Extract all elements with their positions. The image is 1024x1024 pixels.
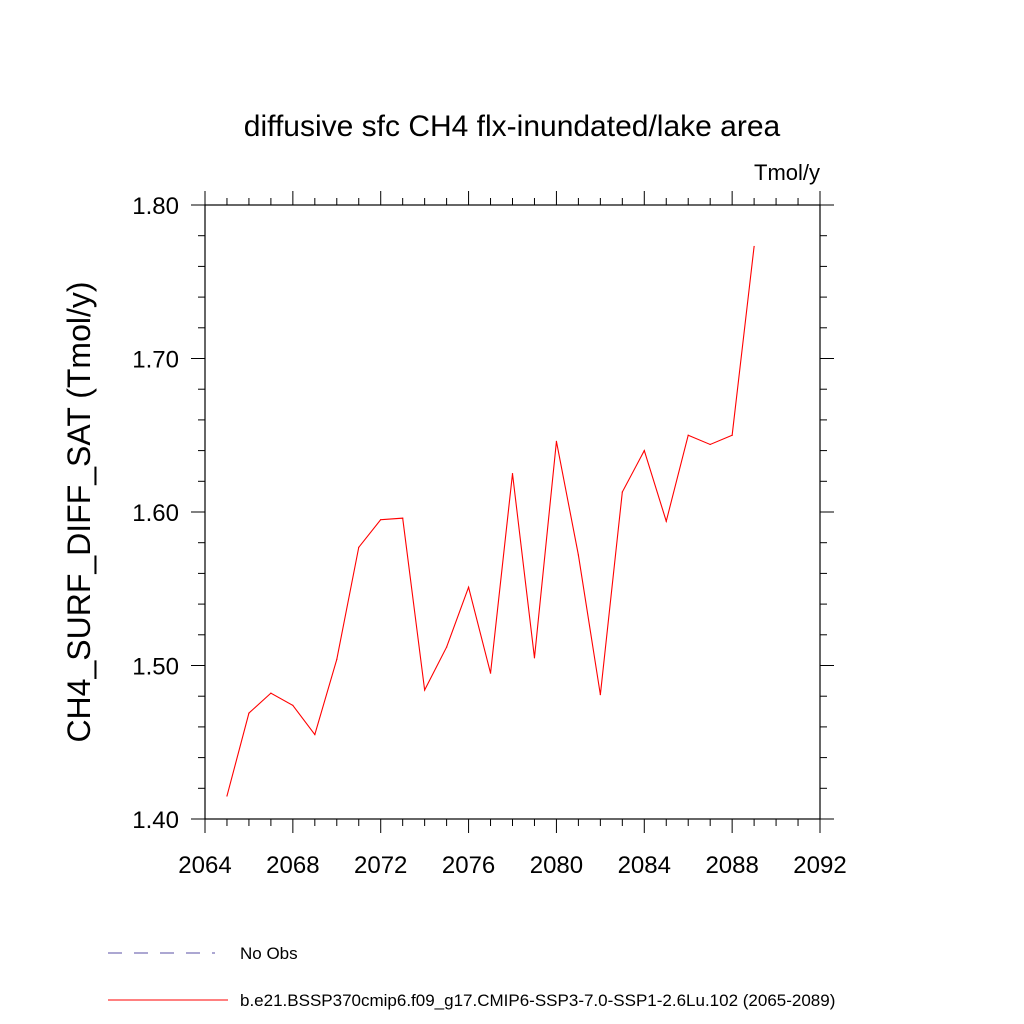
axis-ticks (191, 191, 834, 833)
series-group (226, 245, 755, 797)
series-line (226, 246, 755, 797)
x-tick-label: 2068 (266, 852, 319, 879)
y-tick-label: 1.40 (132, 807, 179, 834)
data-point (577, 554, 579, 556)
data-point (643, 450, 645, 452)
data-point (358, 546, 360, 548)
y-tick-label: 1.70 (132, 347, 179, 374)
x-tick-label: 2088 (705, 852, 758, 879)
data-point (621, 491, 623, 493)
units-label: Tmol/y (754, 160, 820, 185)
x-tick-label: 2076 (442, 852, 495, 879)
y-tick-label: 1.60 (132, 500, 179, 527)
data-point (555, 440, 558, 442)
x-tick-label: 2080 (530, 852, 583, 879)
data-point (314, 733, 316, 736)
data-point (511, 473, 514, 475)
data-point (665, 520, 667, 522)
x-tick-label: 2084 (618, 852, 671, 879)
data-point (709, 443, 711, 446)
data-point (248, 712, 250, 714)
y-tick-label: 1.80 (132, 193, 179, 220)
data-point (402, 517, 404, 519)
data-point (753, 245, 755, 248)
y-tick-labels: 1.40 1.50 1.60 1.70 1.80 (132, 193, 179, 834)
y-tick-label: 1.50 (132, 654, 179, 681)
legend: No Obs b.e21.BSSP370cmip6.f09_g17.CMIP6-… (108, 944, 835, 1010)
x-tick-labels: 2064 2068 2072 2076 2080 2084 2088 2092 (178, 852, 846, 879)
data-point (292, 704, 294, 707)
data-point (467, 586, 470, 588)
legend-label-no-obs: No Obs (240, 944, 298, 963)
x-tick-label: 2092 (793, 852, 846, 879)
data-point (380, 519, 382, 521)
data-point (270, 692, 272, 694)
x-tick-label: 2072 (354, 852, 407, 879)
data-point (446, 646, 448, 648)
data-point (336, 658, 338, 660)
data-point (687, 434, 689, 436)
data-point (226, 795, 228, 797)
legend-label-run: b.e21.BSSP370cmip6.f09_g17.CMIP6-SSP3-7.… (240, 991, 835, 1010)
data-point (489, 672, 492, 674)
y-axis-label: CH4_SURF_DIFF_SAT (Tmol/y) (61, 281, 97, 742)
data-point (424, 689, 426, 691)
chart-title: diffusive sfc CH4 flx-inundated/lake are… (244, 110, 781, 143)
data-point (599, 694, 601, 696)
plot-frame (204, 204, 821, 820)
x-tick-label: 2064 (178, 852, 231, 879)
data-point (731, 434, 733, 436)
data-point (533, 657, 536, 659)
